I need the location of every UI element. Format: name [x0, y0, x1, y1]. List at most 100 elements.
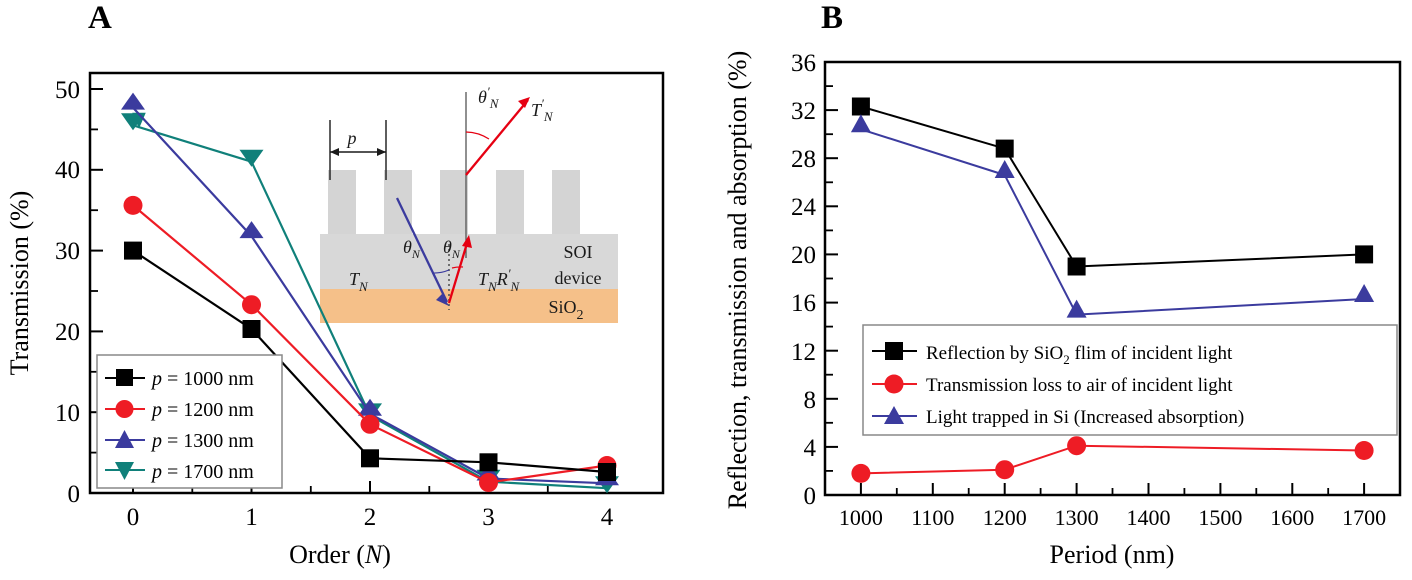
- x-axis-minor-ticks-b: [895, 488, 1330, 495]
- x-axis-title-b: Period (nm): [1050, 540, 1175, 569]
- x-axis-ticks-b: [859, 483, 1366, 495]
- legend-a-item-1200[interactable]: p = 1200 nm: [105, 399, 254, 421]
- inset-ray-reflected-arrow: [462, 235, 472, 248]
- inset-label-tr-r: R: [496, 269, 508, 289]
- x-tick-label-b-1200: 1200: [983, 505, 1027, 530]
- inset-label-tr: TNR′N: [478, 266, 521, 294]
- legend-b: Reflection by SiO2 flim of incident ligh…: [862, 324, 1398, 436]
- legend-b-label-reflection-sub: 2: [1063, 352, 1070, 367]
- inset-label-soi-line1: SOI: [563, 242, 592, 262]
- legend-b-label-reflection-pre: Reflection by SiO: [926, 343, 1063, 364]
- y-axis-title-a: Transmission (%): [5, 191, 34, 376]
- y-tick-label-a-40: 40: [55, 157, 80, 184]
- inset-label-t-in-sub: N: [358, 279, 369, 294]
- inset-period-label: p: [346, 128, 357, 148]
- panel-a-plot: 0 10 20 30 40 50 0 1 2: [5, 71, 665, 569]
- inset-diagram: p θ′N: [320, 84, 618, 323]
- inset-label-t-out: T′N: [531, 96, 554, 124]
- y-tick-label-b-28: 28: [791, 146, 816, 173]
- y-tick-label-b-16: 16: [791, 290, 816, 317]
- inset-label-theta-in-right-sub: N: [451, 247, 461, 261]
- legend-a-marker-triangle-down: [115, 462, 134, 480]
- x-axis-title-a-main: Order (: [289, 540, 365, 569]
- legend-a-label-1300-var: p: [150, 430, 162, 452]
- series-b-absorption: [850, 114, 1375, 318]
- legend-b-item-transmission[interactable]: Transmission loss to air of incident lig…: [872, 374, 1233, 397]
- inset-label-tr-tsub: N: [487, 279, 498, 294]
- legend-a-label-1300: p = 1300 nm: [150, 430, 254, 452]
- panel-b-plot: 0 4 8 12 16 20 24 28 32 36: [723, 50, 1402, 569]
- panel-b: B: [706, 0, 1412, 580]
- inset-label-theta-out-main: θ: [478, 87, 487, 107]
- x-tick-label-b-1000: 1000: [839, 505, 883, 530]
- panel-a: A 0 10 20 30: [5, 0, 665, 569]
- inset-label-t-out-main: T: [531, 100, 543, 120]
- x-axis-title-a-var: N: [364, 540, 384, 569]
- inset-label-tr-rsub: N: [510, 279, 521, 294]
- legend-a-label-1700-eq: = 1700 nm: [162, 461, 254, 483]
- legend-a-label-1200-eq: = 1200 nm: [162, 399, 254, 421]
- y-tick-label-b-8: 8: [804, 387, 817, 414]
- x-tick-label-a-1: 1: [245, 504, 258, 531]
- y-axis-minor-ticks-b: [825, 85, 833, 472]
- legend-b-label-transmission: Transmission loss to air of incident lig…: [926, 375, 1233, 396]
- x-tick-label-a-0: 0: [127, 504, 140, 531]
- legend-a-label-1200: p = 1200 nm: [150, 399, 254, 421]
- y-tick-label-b-24: 24: [791, 194, 817, 221]
- y-tick-label-b-0: 0: [804, 483, 817, 510]
- inset-grating-teeth: [328, 170, 580, 234]
- legend-b-box: [862, 324, 1398, 436]
- panel-b-label: B: [821, 0, 844, 36]
- legend-b-marker-square: [885, 342, 903, 360]
- y-tick-label-a-50: 50: [55, 77, 80, 104]
- panel-a-label: A: [88, 0, 112, 36]
- y-tick-label-b-20: 20: [791, 242, 816, 269]
- y-tick-label-b-32: 32: [791, 98, 816, 125]
- inset-angle-arc-out: [465, 131, 490, 140]
- inset-label-t-in: TN: [349, 269, 369, 294]
- x-axis-title-a: Order (N): [289, 540, 391, 569]
- x-tick-label-b-1100: 1100: [911, 505, 954, 530]
- inset-label-theta-out: θ′N: [478, 84, 500, 111]
- inset-label-sio2: SiO2: [548, 297, 583, 323]
- inset-ray-transmitted: [465, 99, 529, 176]
- inset-ray-reflected: [447, 239, 470, 304]
- x-tick-label-b-1400: 1400: [1127, 505, 1171, 530]
- legend-a-marker-circle: [115, 400, 134, 418]
- legend-a-item-1700[interactable]: p = 1700 nm: [105, 461, 254, 483]
- y-tick-label-b-12: 12: [791, 339, 816, 366]
- y-tick-label-b-4: 4: [804, 435, 817, 462]
- legend-b-item-reflection[interactable]: Reflection by SiO2 flim of incident ligh…: [872, 342, 1233, 367]
- inset-period-marker: [329, 120, 387, 180]
- legend-a-item-1000[interactable]: p = 1000 nm: [105, 368, 254, 390]
- x-tick-label-a-4: 4: [601, 504, 614, 531]
- inset-ray-transmitted-arrow: [518, 97, 530, 108]
- x-tick-label-b-1300: 1300: [1055, 505, 1099, 530]
- inset-label-theta-in-right: θN: [443, 237, 461, 261]
- inset-label-soi-line2: device: [555, 268, 602, 288]
- inset-label-theta-in-left-main: θ: [403, 237, 412, 257]
- legend-a-label-1300-eq: = 1300 nm: [162, 430, 254, 452]
- legend-b-item-absorption[interactable]: Light trapped in Si (Increased absorptio…: [872, 406, 1244, 428]
- legend-a-item-1300[interactable]: p = 1300 nm: [105, 430, 254, 452]
- y-tick-label-b-36: 36: [791, 50, 816, 77]
- y-tick-label-a-20: 20: [55, 319, 80, 346]
- y-tick-label-a-30: 30: [55, 238, 80, 265]
- inset-ray-incident-arrow: [436, 294, 449, 306]
- x-tick-label-a-3: 3: [482, 504, 495, 531]
- inset-period-arrow-right: [377, 148, 386, 156]
- inset-label-theta-out-sub: N: [489, 96, 500, 111]
- inset-label-t-out-sub: N: [543, 109, 554, 124]
- series-b-reflection: [851, 97, 1374, 276]
- inset-ray-incident: [395, 197, 449, 303]
- inset-period-arrow-left: [330, 148, 339, 156]
- inset-angle-arc-refl: [451, 266, 464, 269]
- inset-label-sio2-main: SiO: [548, 297, 576, 317]
- inset-label-theta-in-right-main: θ: [443, 237, 452, 257]
- legend-b-label-absorption: Light trapped in Si (Increased absorptio…: [926, 407, 1244, 428]
- legend-a-label-1000-var: p: [150, 368, 162, 390]
- legend-b-marker-triangle-up: [884, 406, 904, 424]
- x-tick-label-b-1500: 1500: [1198, 505, 1242, 530]
- inset-label-t-in-main: T: [349, 269, 361, 289]
